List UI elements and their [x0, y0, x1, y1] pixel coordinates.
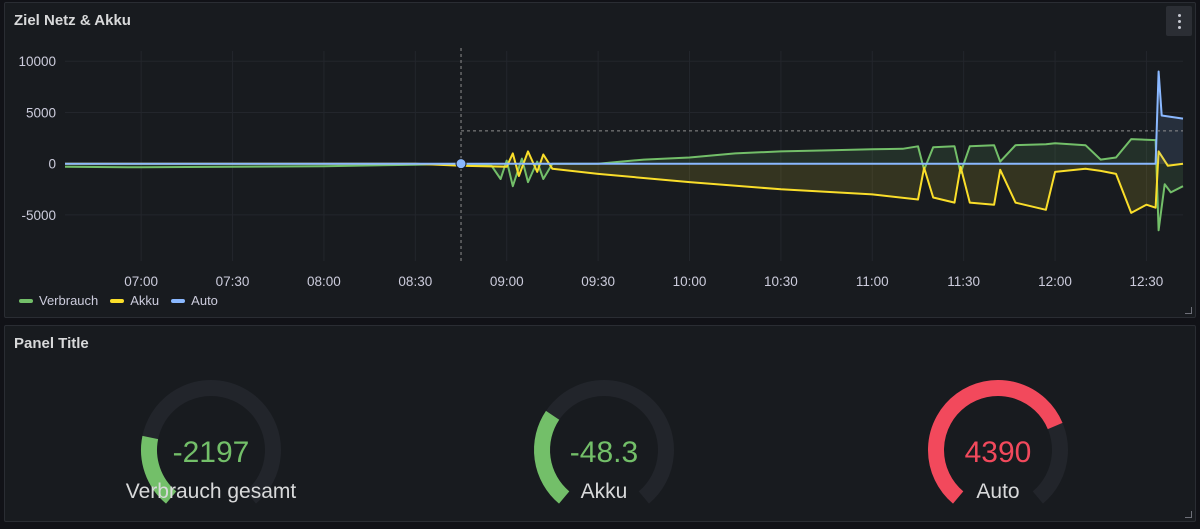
gauge-label: Akku — [580, 480, 628, 503]
x-tick-label: 07:00 — [124, 274, 158, 289]
gauge-panel[interactable]: Panel Title -2197 Verbrauch gesamt -48.3… — [4, 325, 1196, 522]
gauge-label: Verbrauch gesamt — [125, 480, 297, 503]
panel-title[interactable]: Panel Title — [14, 335, 89, 352]
hover-point-marker — [455, 158, 467, 170]
gauge-fill — [534, 410, 570, 504]
series-line-verbrauch — [64, 138, 1184, 232]
legend-label: Auto — [191, 293, 218, 308]
y-tick-label: 5000 — [26, 105, 56, 120]
timeseries-chart[interactable]: 10000 5000 0 -5000 07:00 07:30 08:00 08:30 09:00… — [5, 3, 1195, 317]
gauge-auto: 4390 Auto — [848, 326, 1148, 523]
legend-swatch — [19, 298, 33, 303]
legend-item-akku[interactable]: Akku — [110, 293, 159, 308]
kebab-vertical-icon — [1177, 13, 1181, 29]
y-tick-label: 10000 — [18, 54, 56, 69]
x-tick-label: 11:00 — [856, 274, 889, 289]
legend-label: Verbrauch — [39, 293, 99, 308]
panel-title[interactable]: Ziel Netz & Akku — [14, 12, 131, 29]
gauge-arc — [141, 380, 281, 504]
x-tick-label: 12:30 — [1130, 274, 1164, 289]
legend-swatch — [110, 298, 125, 303]
gauge-value: 4390 — [964, 436, 1032, 469]
x-tick-label: 11:30 — [947, 274, 980, 289]
resize-handle[interactable] — [1185, 511, 1192, 518]
panel-menu-button[interactable] — [1166, 6, 1192, 36]
gauge-label: Auto — [976, 480, 1020, 503]
timeseries-panel[interactable]: 10000 5000 0 -5000 07:00 07:30 08:00 08:30 09:00… — [4, 2, 1196, 318]
gauge-arc — [928, 380, 1068, 504]
gauge-fill — [141, 435, 177, 504]
resize-handle[interactable] — [1185, 307, 1192, 314]
x-tick-label: 08:30 — [398, 274, 432, 289]
x-tick-label: 07:30 — [216, 274, 250, 289]
x-tick-label: 09:30 — [581, 274, 615, 289]
series-line-auto — [65, 70, 1184, 165]
y-tick-label: 0 — [48, 157, 56, 172]
gauge-verbrauch-gesamt: -2197 Verbrauch gesamt — [61, 326, 361, 523]
gauge-fill — [928, 380, 1063, 504]
chart-legend: Verbrauch Akku Auto — [19, 293, 218, 308]
legend-swatch — [171, 298, 186, 303]
series-area-verbrauch — [65, 139, 1183, 231]
legend-item-verbrauch[interactable]: Verbrauch — [19, 293, 98, 308]
gauge-akku: -48.3 Akku — [454, 326, 754, 523]
x-tick-label: 12:00 — [1038, 274, 1072, 289]
legend-item-auto[interactable]: Auto — [171, 293, 218, 308]
x-tick-label: 10:30 — [764, 274, 798, 289]
x-tick-label: 09:00 — [490, 274, 524, 289]
x-tick-label: 10:00 — [673, 274, 707, 289]
gauge-value: -2197 — [172, 436, 250, 469]
gauge-value: -48.3 — [569, 436, 639, 469]
gauge-arc — [534, 380, 674, 504]
legend-label: Akku — [130, 293, 160, 308]
y-tick-label: -5000 — [21, 208, 56, 223]
x-tick-label: 08:00 — [307, 274, 341, 289]
